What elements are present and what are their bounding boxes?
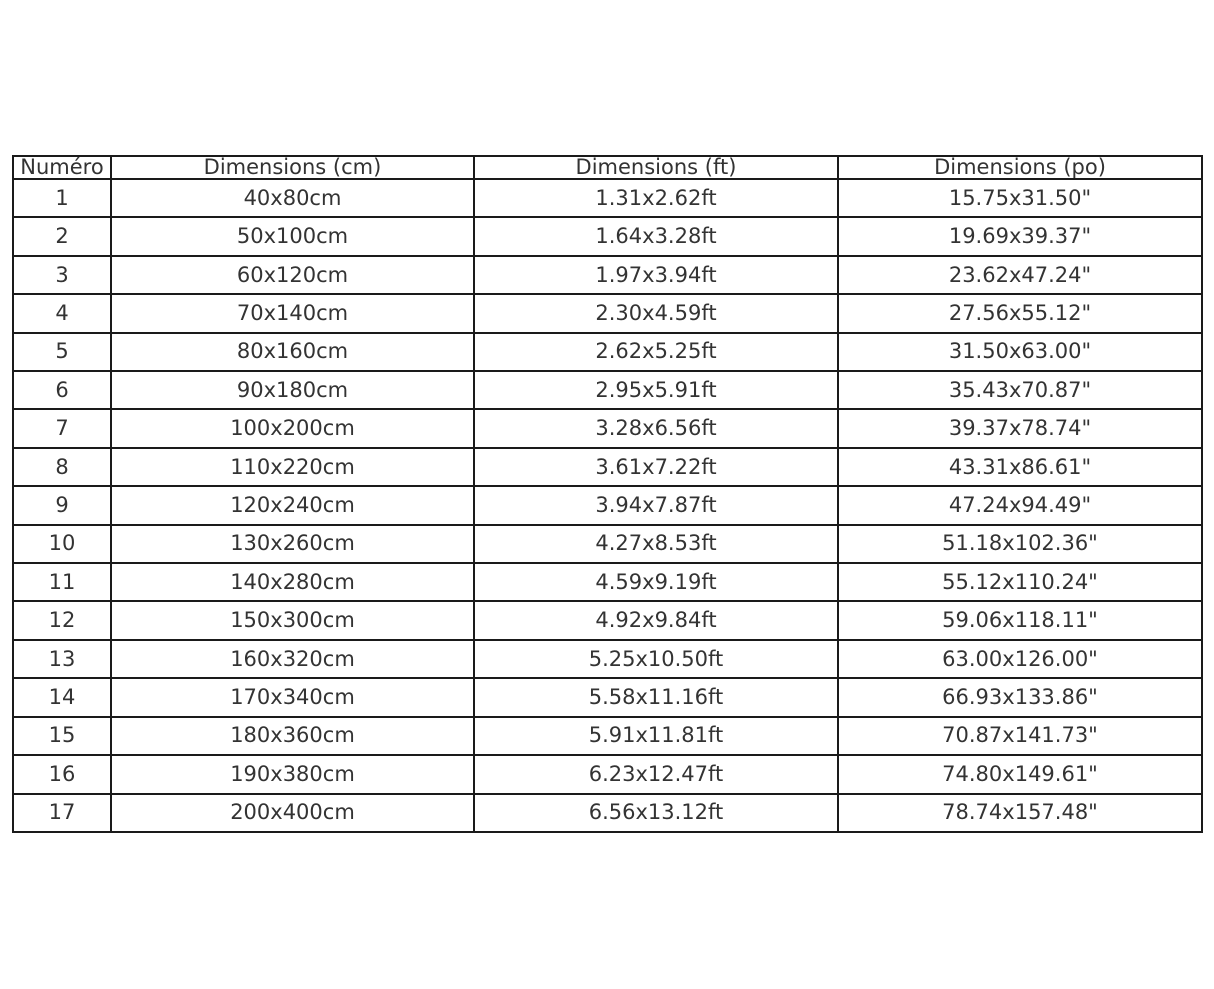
table-cell: 9 [12, 485, 112, 526]
table-cell: 4.27x8.53ft [473, 523, 839, 565]
table-cell: 130x260cm [110, 523, 475, 565]
table-cell: 2.95x5.91ft [473, 370, 839, 411]
table-row: 2 50x100cm 1.64x3.28ft 19.69x39.37" [12, 216, 1203, 257]
table-cell: 6.56x13.12ft [473, 792, 839, 833]
table-cell: 2.30x4.59ft [473, 293, 839, 334]
table-cell: 63.00x126.00" [837, 638, 1203, 680]
table-cell: 2 [12, 216, 112, 257]
table-row: 15 180x360cm 5.91x11.81ft 70.87x141.73" [12, 715, 1203, 757]
table-cell: 55.12x110.24" [837, 562, 1203, 603]
table-cell: 3 [12, 254, 112, 296]
table-cell: 4.59x9.19ft [473, 562, 839, 603]
table-row: 10 130x260cm 4.27x8.53ft 51.18x102.36" [12, 523, 1203, 565]
table-cell: 16 [12, 754, 112, 795]
table-cell: 3.61x7.22ft [473, 446, 839, 488]
table-row: 7 100x200cm 3.28x6.56ft 39.37x78.74" [12, 408, 1203, 449]
table-cell: 23.62x47.24" [837, 254, 1203, 296]
table-row: 14 170x340cm 5.58x11.16ft 66.93x133.86" [12, 677, 1203, 718]
table-row: 13 160x320cm 5.25x10.50ft 63.00x126.00" [12, 638, 1203, 680]
table-cell: 27.56x55.12" [837, 293, 1203, 334]
table-row: 1 40x80cm 1.31x2.62ft 15.75x31.50" [12, 177, 1203, 219]
table-cell: 60x120cm [110, 254, 475, 296]
table-cell: 5.25x10.50ft [473, 638, 839, 680]
table-cell: 170x340cm [110, 677, 475, 718]
table-cell: 3.28x6.56ft [473, 408, 839, 449]
table-cell: 50x100cm [110, 216, 475, 257]
table-row: 6 90x180cm 2.95x5.91ft 35.43x70.87" [12, 370, 1203, 411]
table-cell: 8 [12, 446, 112, 488]
table-row: 11 140x280cm 4.59x9.19ft 55.12x110.24" [12, 562, 1203, 603]
table-cell: 4 [12, 293, 112, 334]
column-header-0: Numéro [12, 155, 112, 180]
table-cell: 3.94x7.87ft [473, 485, 839, 526]
table-cell: 150x300cm [110, 600, 475, 641]
table-cell: 7 [12, 408, 112, 449]
column-header-3: Dimensions (po) [837, 155, 1203, 180]
table-cell: 1.31x2.62ft [473, 177, 839, 219]
table-row: 5 80x160cm 2.62x5.25ft 31.50x63.00" [12, 331, 1203, 373]
table-cell: 120x240cm [110, 485, 475, 526]
table-cell: 2.62x5.25ft [473, 331, 839, 373]
table-cell: 43.31x86.61" [837, 446, 1203, 488]
table-cell: 5 [12, 331, 112, 373]
table-row: 12 150x300cm 4.92x9.84ft 59.06x118.11" [12, 600, 1203, 641]
table-cell: 100x200cm [110, 408, 475, 449]
table-cell: 180x360cm [110, 715, 475, 757]
table-cell: 6.23x12.47ft [473, 754, 839, 795]
table-row: 4 70x140cm 2.30x4.59ft 27.56x55.12" [12, 293, 1203, 334]
table-cell: 78.74x157.48" [837, 792, 1203, 833]
table-cell: 10 [12, 523, 112, 565]
table-row: 3 60x120cm 1.97x3.94ft 23.62x47.24" [12, 254, 1203, 296]
table-cell: 1 [12, 177, 112, 219]
table-cell: 40x80cm [110, 177, 475, 219]
table-cell: 1.97x3.94ft [473, 254, 839, 296]
table-cell: 47.24x94.49" [837, 485, 1203, 526]
table-cell: 70.87x141.73" [837, 715, 1203, 757]
table-row: 17 200x400cm 6.56x13.12ft 78.74x157.48" [12, 792, 1203, 833]
table-cell: 90x180cm [110, 370, 475, 411]
table-cell: 5.58x11.16ft [473, 677, 839, 718]
table-cell: 13 [12, 638, 112, 680]
table-cell: 190x380cm [110, 754, 475, 795]
table-cell: 160x320cm [110, 638, 475, 680]
table-cell: 140x280cm [110, 562, 475, 603]
dimensions-table: Numéro Dimensions (cm) Dimensions (ft) Dime… [12, 155, 1203, 833]
table-cell: 4.92x9.84ft [473, 600, 839, 641]
table-cell: 51.18x102.36" [837, 523, 1203, 565]
table-row: 9 120x240cm 3.94x7.87ft 47.24x94.49" [12, 485, 1203, 526]
table-cell: 200x400cm [110, 792, 475, 833]
table-cell: 110x220cm [110, 446, 475, 488]
column-header-1: Dimensions (cm) [110, 155, 475, 180]
table-cell: 6 [12, 370, 112, 411]
table-cell: 19.69x39.37" [837, 216, 1203, 257]
column-header-2: Dimensions (ft) [473, 155, 839, 180]
table-cell: 31.50x63.00" [837, 331, 1203, 373]
table-cell: 66.93x133.86" [837, 677, 1203, 718]
table-cell: 39.37x78.74" [837, 408, 1203, 449]
table-cell: 1.64x3.28ft [473, 216, 839, 257]
table-cell: 35.43x70.87" [837, 370, 1203, 411]
table-cell: 15.75x31.50" [837, 177, 1203, 219]
table-cell: 70x140cm [110, 293, 475, 334]
table-cell: 11 [12, 562, 112, 603]
table-cell: 74.80x149.61" [837, 754, 1203, 795]
table-cell: 80x160cm [110, 331, 475, 373]
header-row: Numéro Dimensions (cm) Dimensions (ft) Dime… [12, 155, 1203, 180]
table-cell: 15 [12, 715, 112, 757]
table-cell: 17 [12, 792, 112, 833]
table-cell: 14 [12, 677, 112, 718]
table-row: 8 110x220cm 3.61x7.22ft 43.31x86.61" [12, 446, 1203, 488]
table-cell: 5.91x11.81ft [473, 715, 839, 757]
table-cell: 59.06x118.11" [837, 600, 1203, 641]
table-cell: 12 [12, 600, 112, 641]
table-row: 16 190x380cm 6.23x12.47ft 74.80x149.61" [12, 754, 1203, 795]
